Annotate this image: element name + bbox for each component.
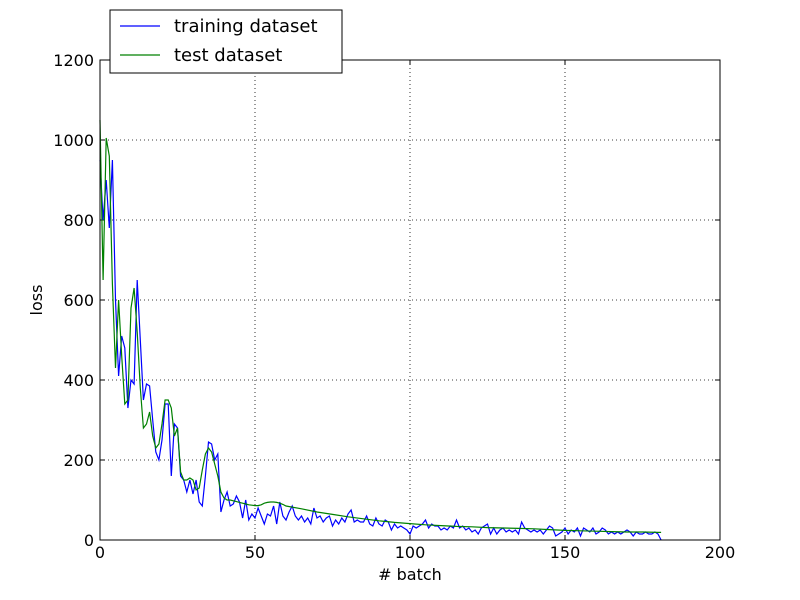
x-tick-label: 50 (245, 543, 265, 562)
x-axis-label: # batch (378, 565, 442, 584)
y-tick-label: 400 (63, 371, 94, 390)
legend-box (109, 9, 343, 74)
series-line (99, 159, 662, 541)
y-axis-label: loss (27, 285, 46, 316)
y-tick-label: 600 (63, 291, 94, 310)
y-tick-label: 1200 (53, 51, 94, 70)
x-tick-label: 150 (550, 543, 581, 562)
y-tick-label: 0 (84, 531, 94, 550)
legend-label: training dataset (174, 16, 318, 37)
plot-frame (99, 59, 721, 541)
series-line (99, 119, 662, 533)
y-tick-label: 200 (63, 451, 94, 470)
x-tick-label: 0 (95, 543, 105, 562)
x-tick-label: 100 (395, 543, 426, 562)
legend-label: test dataset (174, 45, 282, 66)
x-tick-label: 200 (705, 543, 736, 562)
y-tick-label: 1000 (53, 131, 94, 150)
y-tick-label: 800 (63, 211, 94, 230)
